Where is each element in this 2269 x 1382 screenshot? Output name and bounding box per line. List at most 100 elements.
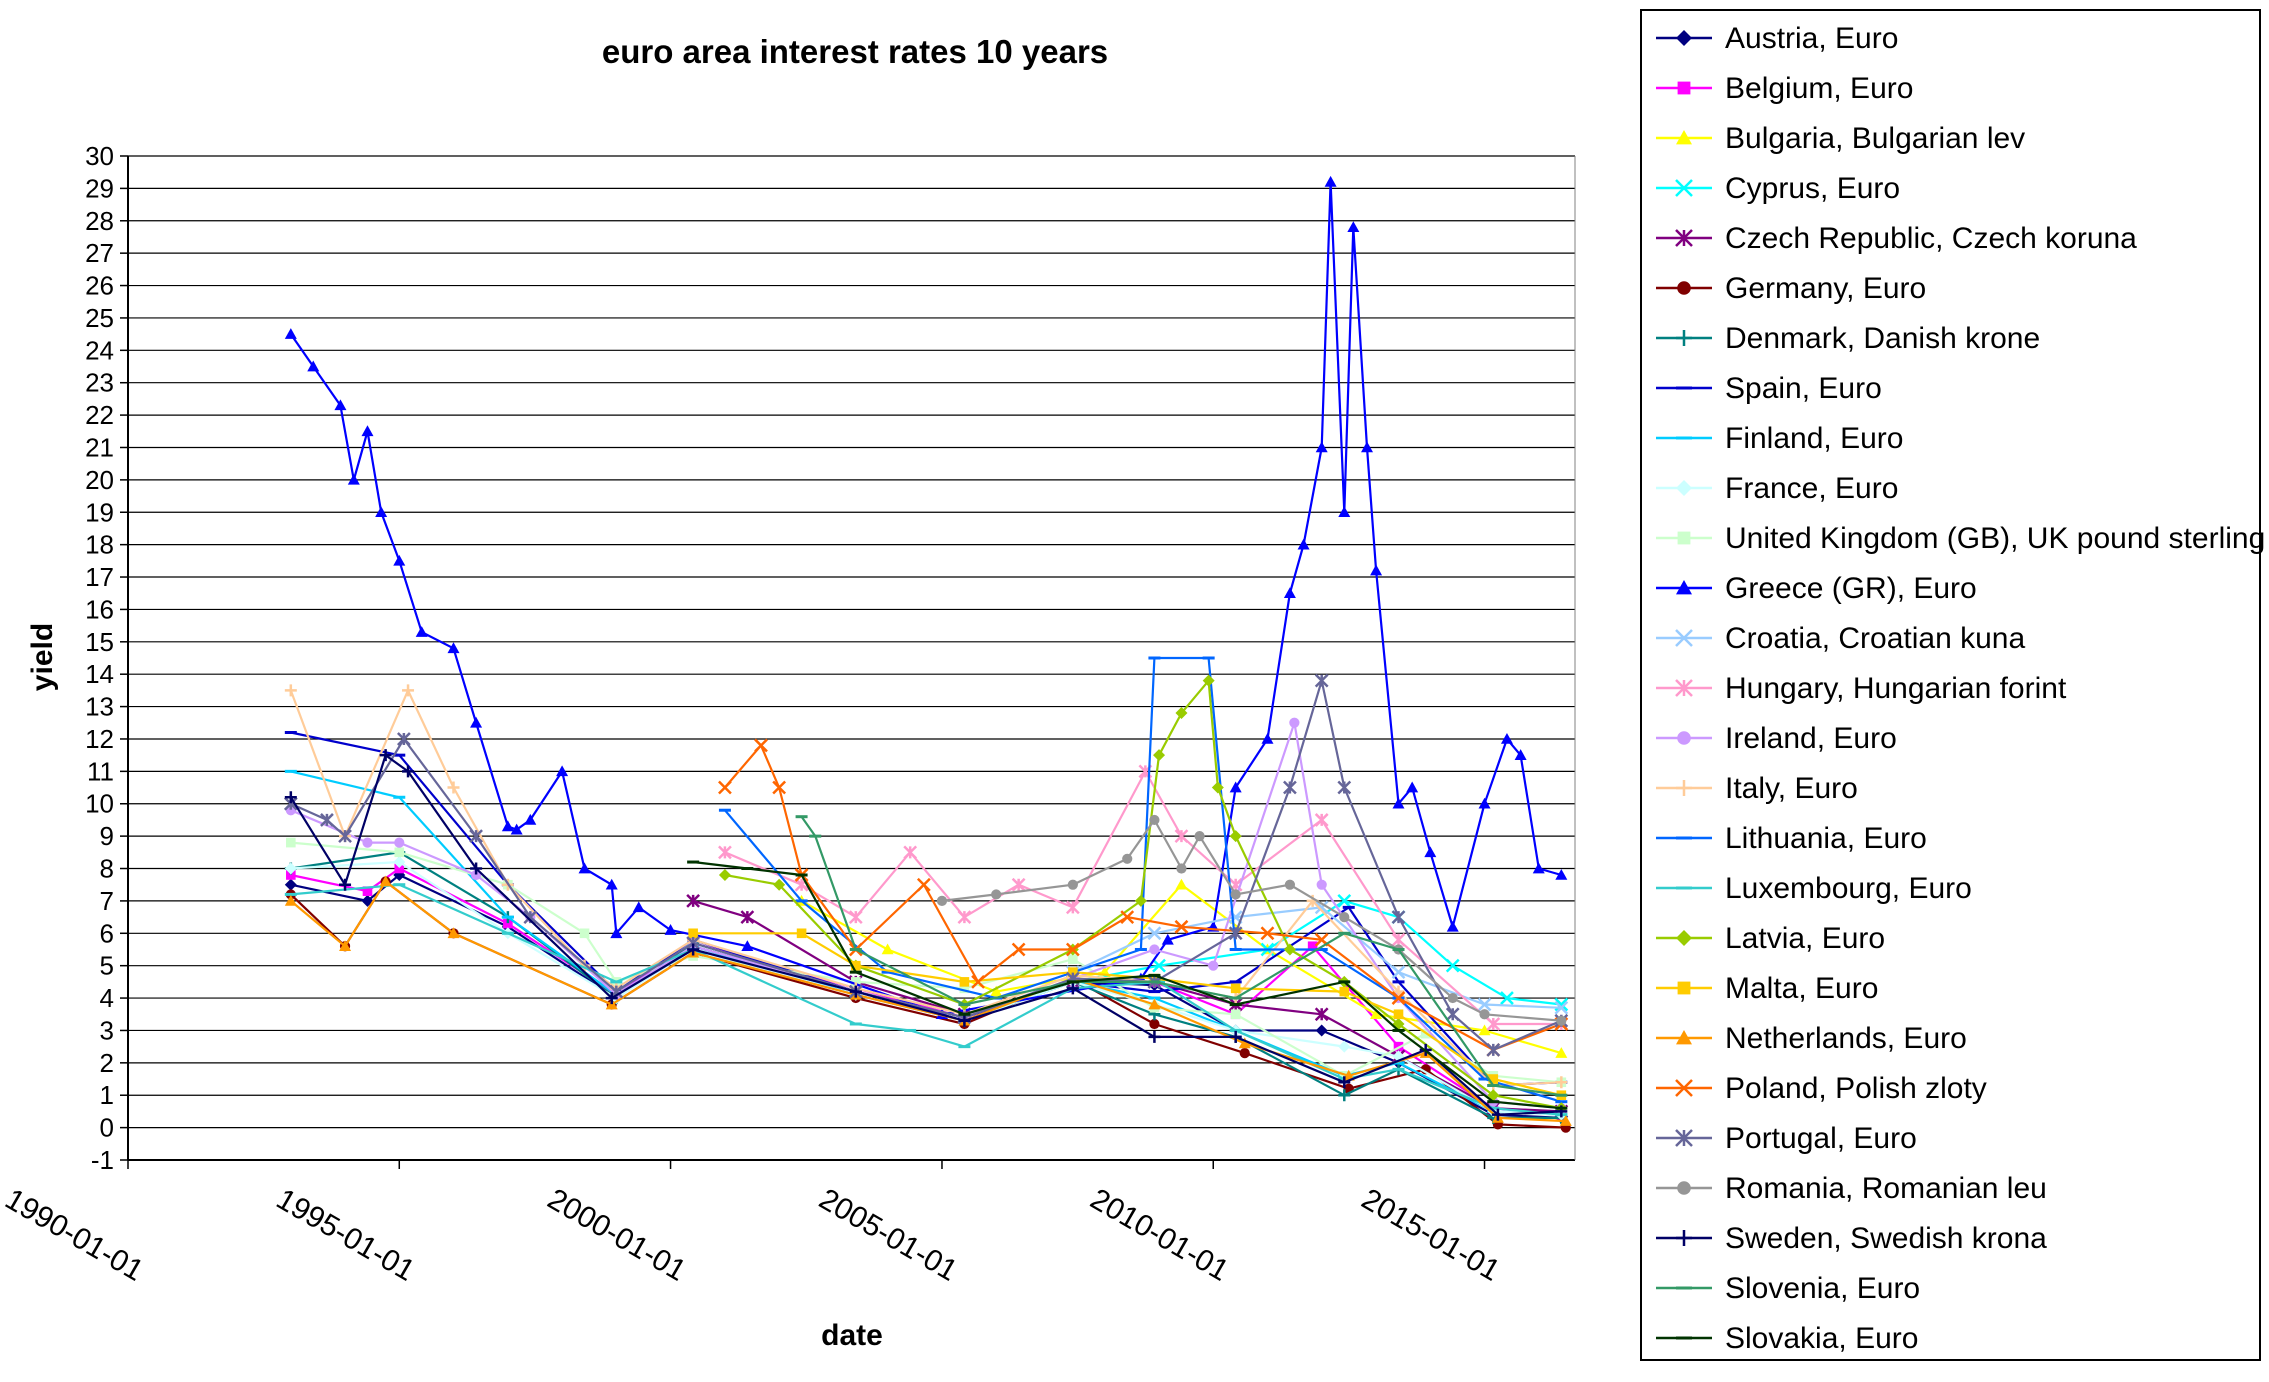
legend-label: Portugal, Euro <box>1725 1122 1917 1155</box>
data-point-greece-gr-euro <box>1261 732 1274 744</box>
data-point-croatia-croatian-kuna <box>1314 900 1329 915</box>
data-point-poland-polish-zloty <box>1120 910 1135 924</box>
data-point-poland-polish-zloty <box>1174 919 1189 934</box>
series-line-hungary-hungarian-forint <box>724 770 1562 1026</box>
data-point-poland-polish-zloty <box>971 974 985 989</box>
y-tick-label: 25 <box>85 303 114 333</box>
data-point-malta-euro <box>1230 983 1241 994</box>
data-point-greece-gr-euro <box>1338 506 1351 518</box>
data-point-germany-euro <box>1149 1018 1160 1030</box>
data-point-greece-gr-euro <box>1370 564 1383 576</box>
data-point-romania-romanian-leu <box>1479 1009 1490 1020</box>
legend-swatch-marker <box>1676 1030 1692 1045</box>
data-point-sweden-swedish-krona <box>849 985 862 998</box>
legend-label: Sweden, Swedish krona <box>1725 1222 2047 1255</box>
legend-item-sweden-swedish-krona: Sweden, Swedish krona <box>1656 1222 2047 1255</box>
data-point-denmark-danish-krone <box>1338 1089 1351 1102</box>
legend-label: Belgium, Euro <box>1725 72 1913 105</box>
data-point-sweden-swedish-krona <box>687 943 700 956</box>
data-point-bulgaria-bulgarian-lev <box>1555 1047 1568 1058</box>
data-point-united-kingdom-gb-uk-pound-sterling <box>1230 1009 1241 1020</box>
data-point-czech-republic-czech-koruna <box>686 894 701 908</box>
data-point-latvia-euro <box>718 868 731 881</box>
legend-swatch-marker <box>1676 130 1692 145</box>
plot-area: -101234567891011121314151617181920212223… <box>0 141 1576 1288</box>
legend-label: Ireland, Euro <box>1725 722 1897 755</box>
data-point-sweden-swedish-krona <box>379 749 392 762</box>
legend-item-malta-euro: Malta, Euro <box>1656 972 1878 1005</box>
data-point-greece-gr-euro <box>1446 920 1459 932</box>
data-point-belgium-euro <box>1307 941 1318 952</box>
data-point-cyprus-euro <box>1152 958 1166 973</box>
y-tick-label: 28 <box>85 206 114 236</box>
data-point-sweden-swedish-krona <box>605 992 618 1005</box>
legend-swatch-marker <box>1677 281 1691 295</box>
legend-swatch-marker <box>1676 580 1692 595</box>
legend-label: Malta, Euro <box>1725 972 1878 1005</box>
data-point-greece-gr-euro <box>1324 175 1337 187</box>
legend-swatch-marker <box>1675 229 1693 247</box>
data-point-ireland-euro <box>470 869 482 881</box>
data-point-netherlands-euro <box>379 875 392 887</box>
data-point-poland-polish-zloty <box>916 877 931 892</box>
data-point-malta-euro <box>1339 986 1350 997</box>
legend-item-italy-euro: Italy, Euro <box>1656 772 1858 805</box>
data-point-sweden-swedish-krona <box>339 878 352 891</box>
legend-label: Netherlands, Euro <box>1725 1022 1967 1055</box>
data-point-portugal-euro <box>338 829 352 844</box>
data-point-greece-gr-euro <box>1361 441 1374 453</box>
legend-item-denmark-danish-krone: Denmark, Danish krone <box>1656 322 2040 355</box>
series-line-sweden-swedish-krona <box>289 754 1562 1116</box>
series-line-romania-romanian-leu <box>941 818 1562 1022</box>
legend-item-ireland-euro: Ireland, Euro <box>1656 722 1897 755</box>
data-point-greece-gr-euro <box>501 820 514 832</box>
data-point-czech-republic-czech-koruna <box>1314 1007 1329 1022</box>
data-point-sweden-swedish-krona <box>1491 1108 1504 1121</box>
data-point-czech-republic-czech-koruna <box>740 910 755 924</box>
data-point-greece-gr-euro <box>1392 797 1405 809</box>
legend-swatch-marker <box>1675 629 1693 647</box>
y-tick-label: -1 <box>91 1145 114 1175</box>
legend-item-austria-euro: Austria, Euro <box>1656 22 1898 55</box>
y-tick-label: 20 <box>85 465 114 495</box>
data-point-latvia-euro <box>1134 894 1147 907</box>
legend-swatch-marker <box>1676 480 1692 496</box>
data-point-greece-gr-euro <box>415 626 428 637</box>
legend-item-poland-polish-zloty: Poland, Polish zloty <box>1656 1072 1987 1105</box>
data-point-cyprus-euro <box>1445 958 1460 973</box>
data-point-greece-gr-euro <box>578 862 591 874</box>
y-tick-label: 22 <box>85 400 114 430</box>
legend-swatch-marker <box>1677 1181 1691 1195</box>
data-point-greece-gr-euro <box>1424 846 1437 858</box>
data-point-bulgaria-bulgarian-lev <box>1175 878 1188 890</box>
data-point-greece-gr-euro <box>610 927 623 939</box>
data-point-united-kingdom-gb-uk-pound-sterling <box>394 847 405 858</box>
data-point-poland-polish-zloty <box>1011 942 1026 957</box>
legend-swatch-marker <box>1675 679 1693 697</box>
series-line-slovakia-euro <box>692 860 1562 1110</box>
data-point-latvia-euro <box>1202 674 1215 687</box>
data-point-sweden-swedish-krona <box>958 1014 971 1027</box>
legend-label: Lithuania, Euro <box>1725 822 1927 855</box>
y-tick-label: 0 <box>100 1113 114 1143</box>
data-point-france-euro <box>393 856 406 869</box>
data-point-romania-romanian-leu <box>1194 831 1205 842</box>
data-point-greece-gr-euro <box>375 506 388 518</box>
data-point-romania-romanian-leu <box>1122 853 1133 864</box>
data-point-hungary-hungarian-forint <box>1065 900 1080 915</box>
data-point-united-kingdom-gb-uk-pound-sterling <box>1339 1070 1350 1081</box>
data-point-romania-romanian-leu <box>1556 1015 1567 1026</box>
data-point-greece-gr-euro <box>1347 221 1360 233</box>
legend-item-spain-euro: Spain, Euro <box>1656 372 1882 405</box>
data-point-romania-romanian-leu <box>1067 879 1078 890</box>
data-point-belgium-euro <box>394 863 405 874</box>
y-tick-label: 15 <box>85 627 114 657</box>
legend-item-cyprus-euro: Cyprus, Euro <box>1656 172 1900 205</box>
data-point-italy-euro <box>1555 1076 1568 1089</box>
data-point-latvia-euro <box>773 878 786 891</box>
data-point-malta-euro <box>1068 967 1078 977</box>
data-point-sweden-swedish-krona <box>1338 1076 1351 1089</box>
data-point-portugal-euro <box>396 732 411 746</box>
data-point-united-kingdom-gb-uk-pound-sterling <box>959 983 970 994</box>
y-tick-label: 5 <box>100 951 114 981</box>
